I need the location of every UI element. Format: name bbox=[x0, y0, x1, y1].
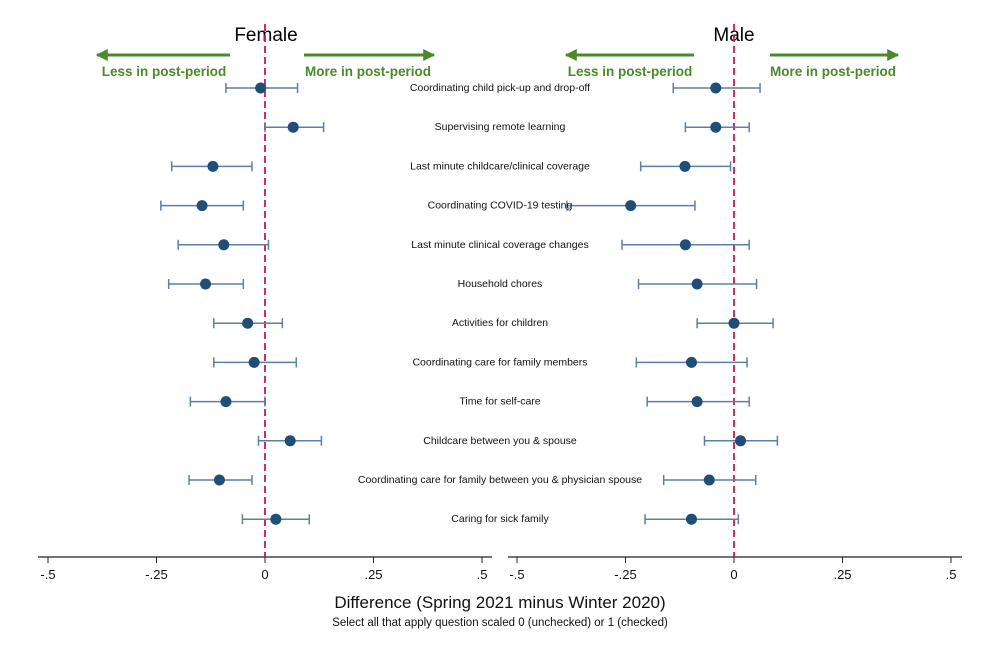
female-point-estimate bbox=[220, 396, 232, 408]
male-point-estimate bbox=[710, 82, 722, 94]
male-estimate-row bbox=[703, 435, 779, 447]
category-label: Household chores bbox=[458, 278, 543, 290]
female-estimate-row bbox=[213, 356, 297, 368]
female-estimate-row bbox=[264, 121, 325, 133]
male-estimate-row bbox=[621, 239, 750, 251]
category-label: Coordinating COVID-19 testing bbox=[428, 200, 573, 212]
male-x-tick-label: -.25 bbox=[614, 567, 636, 582]
male-less-label: Less in post-period bbox=[568, 64, 693, 79]
male-estimate-row bbox=[646, 396, 750, 408]
female-point-estimate bbox=[287, 121, 299, 133]
male-estimate-row bbox=[637, 278, 758, 290]
female-estimate-row bbox=[225, 82, 299, 94]
female-estimate-row bbox=[188, 474, 253, 486]
female-estimate-row bbox=[257, 435, 323, 447]
male-estimate-row bbox=[644, 513, 740, 525]
female-x-tick-label: .25 bbox=[364, 567, 382, 582]
male-estimate-row bbox=[696, 317, 774, 329]
female-x-tick-label: -.25 bbox=[145, 567, 167, 582]
female-panel-title: Female bbox=[234, 25, 297, 46]
female-estimate-row bbox=[177, 239, 270, 251]
male-estimate-row bbox=[566, 200, 696, 212]
male-point-estimate bbox=[685, 513, 697, 525]
male-point-estimate bbox=[691, 278, 703, 290]
male-point-estimate bbox=[735, 435, 747, 447]
male-x-tick-label: .25 bbox=[833, 567, 851, 582]
female-estimate-row bbox=[189, 396, 266, 408]
female-point-estimate bbox=[242, 317, 254, 329]
category-label: Caring for sick family bbox=[451, 513, 549, 525]
x-axis-title: Difference (Spring 2021 minus Winter 202… bbox=[334, 593, 665, 612]
male-estimate-row bbox=[662, 474, 757, 486]
category-label: Coordinating child pick-up and drop-off bbox=[410, 82, 590, 94]
female-point-estimate bbox=[200, 278, 212, 290]
male-point-estimate bbox=[703, 474, 715, 486]
female-x-tick-label: 0 bbox=[261, 567, 268, 582]
male-x-tick-label: 0 bbox=[730, 567, 737, 582]
female-point-estimate bbox=[218, 239, 230, 251]
category-label: Coordinating care for family between you… bbox=[358, 474, 642, 486]
x-axis-subtitle: Select all that apply question scaled 0 … bbox=[332, 617, 668, 629]
female-estimate-row bbox=[167, 278, 245, 290]
male-x-tick-label: .5 bbox=[946, 567, 957, 582]
female-point-estimate bbox=[213, 474, 225, 486]
category-label: Last minute clinical coverage changes bbox=[411, 239, 588, 251]
female-less-label: Less in post-period bbox=[102, 64, 227, 79]
category-label: Activities for children bbox=[452, 317, 548, 329]
female-point-estimate bbox=[196, 200, 208, 212]
female-estimate-row bbox=[213, 317, 284, 329]
male-estimate-row bbox=[672, 82, 761, 94]
male-point-estimate bbox=[728, 317, 740, 329]
female-more-label: More in post-period bbox=[305, 64, 431, 79]
male-point-estimate bbox=[685, 356, 697, 368]
female-x-tick-label: -.5 bbox=[40, 567, 55, 582]
female-point-estimate bbox=[255, 82, 267, 94]
category-label: Childcare between you & spouse bbox=[423, 435, 577, 447]
male-point-estimate bbox=[691, 396, 703, 408]
female-point-estimate bbox=[248, 356, 260, 368]
female-estimate-row bbox=[160, 200, 245, 212]
female-estimate-row bbox=[170, 160, 253, 172]
male-point-estimate bbox=[679, 239, 691, 251]
male-more-label: More in post-period bbox=[770, 64, 896, 79]
male-estimate-row bbox=[684, 121, 750, 133]
category-label: Time for self-care bbox=[459, 396, 540, 408]
category-label: Last minute childcare/clinical coverage bbox=[410, 160, 590, 172]
category-label: Coordinating care for family members bbox=[412, 356, 587, 368]
male-point-estimate bbox=[710, 121, 722, 133]
male-estimate-row bbox=[639, 160, 732, 172]
male-point-estimate bbox=[679, 160, 691, 172]
female-point-estimate bbox=[284, 435, 296, 447]
female-estimate-row bbox=[241, 513, 311, 525]
female-point-estimate bbox=[207, 160, 219, 172]
female-point-estimate bbox=[270, 513, 282, 525]
category-label: Supervising remote learning bbox=[435, 121, 566, 133]
male-x-tick-label: -.5 bbox=[509, 567, 524, 582]
male-estimate-row bbox=[635, 356, 748, 368]
male-point-estimate bbox=[625, 200, 637, 212]
female-x-tick-label: .5 bbox=[477, 567, 488, 582]
